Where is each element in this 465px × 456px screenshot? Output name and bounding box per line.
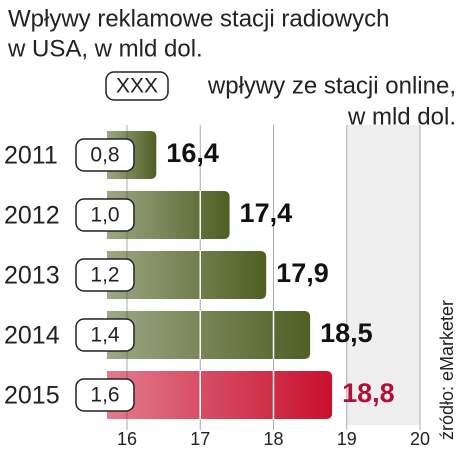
value-label: 18,8 [342, 378, 395, 408]
source: źródło: eMarketer [437, 300, 457, 440]
x-tick-label: 19 [337, 429, 357, 449]
online-label: 1,4 [90, 324, 120, 347]
online-label: 0,8 [90, 144, 119, 167]
x-tick-label: 17 [190, 429, 210, 449]
bar [107, 251, 267, 299]
y-tick-label: 2015 [4, 382, 60, 410]
y-tick-label: 2012 [4, 202, 60, 230]
online-label: 1,0 [90, 204, 119, 227]
x-tick-label: 20 [410, 429, 430, 449]
y-tick-label: 2014 [4, 322, 60, 350]
bar [107, 191, 230, 239]
online-box [75, 318, 135, 352]
chart-title: w USA, w mld dol. [7, 35, 203, 62]
online-label: 1,2 [90, 264, 119, 287]
x-tick-label: 16 [117, 429, 137, 449]
value-label: 16,4 [166, 138, 219, 168]
online-label: 1,6 [90, 384, 119, 407]
bar [107, 371, 333, 419]
value-label: 17,9 [276, 258, 329, 288]
y-tick-label: 2011 [4, 142, 58, 170]
online-box [75, 378, 135, 412]
chart-title: Wpływy reklamowe stacji radiowych [8, 5, 389, 32]
online-box [75, 198, 135, 232]
y-tick-label: 2013 [4, 262, 60, 290]
x-tick-label: 18 [263, 429, 283, 449]
plot-band [346, 125, 420, 425]
legend-symbol: XXX [116, 75, 158, 98]
bar [107, 311, 311, 359]
value-label: 18,5 [320, 318, 373, 348]
online-box [75, 258, 135, 292]
legend-symbol-box [105, 71, 169, 101]
legend-text: wpływy ze stacji online, [207, 72, 456, 99]
online-box [75, 138, 135, 172]
value-label: 17,4 [240, 198, 293, 228]
